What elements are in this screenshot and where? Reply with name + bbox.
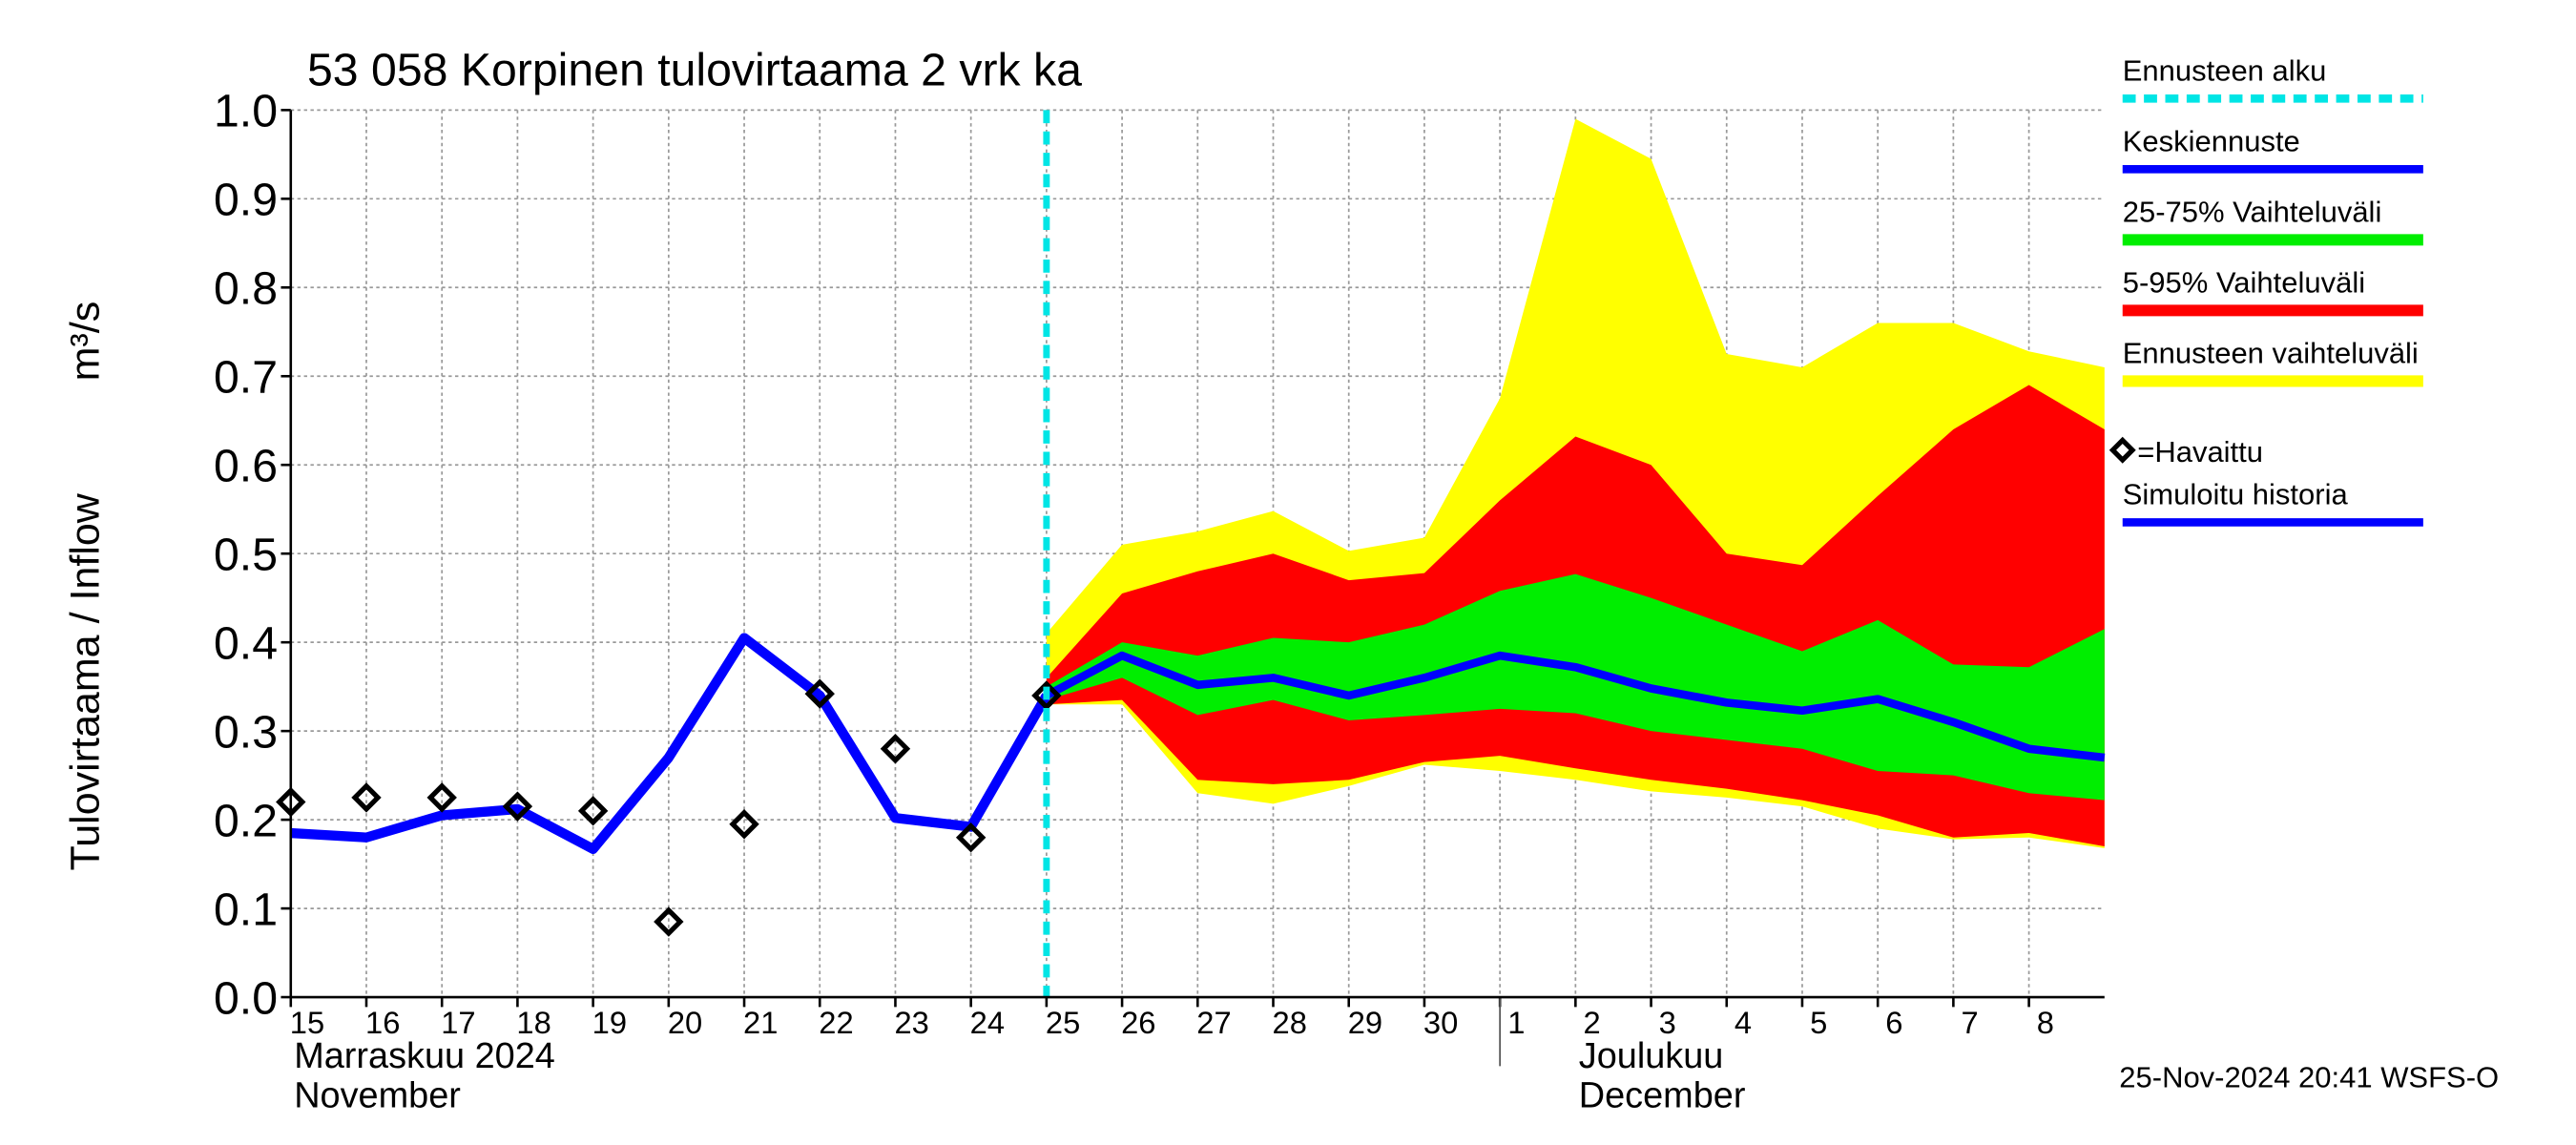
legend-label: Simuloitu historia	[2123, 478, 2349, 511]
x-tick-label: 8	[2037, 1005, 2054, 1040]
y-tick-label: 0.5	[214, 529, 278, 580]
x-tick-label: 7	[1962, 1005, 1979, 1040]
timestamp: 25-Nov-2024 20:41 WSFS-O	[2119, 1061, 2499, 1094]
x-tick-label: 5	[1810, 1005, 1827, 1040]
y-tick-label: 0.8	[214, 263, 278, 315]
observed-marker	[426, 782, 457, 813]
observed-marker	[804, 678, 835, 709]
y-tick-label: 0.0	[214, 972, 278, 1024]
observed-marker	[955, 822, 987, 853]
y-tick-label: 0.6	[214, 440, 278, 491]
observed-marker	[351, 782, 382, 813]
legend-label: Ennusteen alku	[2123, 53, 2327, 87]
y-tick-label: 1.0	[214, 86, 278, 137]
x-tick-label: 27	[1196, 1005, 1231, 1040]
month-label: Joulukuu	[1579, 1036, 1724, 1076]
y-tick-label: 0.7	[214, 351, 278, 403]
x-tick-label: 17	[441, 1005, 475, 1040]
month-label: December	[1579, 1075, 1746, 1115]
x-tick-label: 2	[1583, 1005, 1600, 1040]
observed-marker	[880, 734, 911, 764]
observed-marker	[654, 906, 684, 937]
y-tick-label: 0.1	[214, 884, 278, 935]
x-tick-label: 23	[894, 1005, 928, 1040]
legend-label: 25-75% Vaihteluväli	[2123, 195, 2382, 228]
y-tick-label: 0.3	[214, 706, 278, 758]
y-tick-label: 0.2	[214, 795, 278, 846]
x-tick-label: 21	[743, 1005, 778, 1040]
x-tick-label: 4	[1735, 1005, 1752, 1040]
line	[1044, 651, 2106, 762]
legend-marker	[2109, 436, 2136, 464]
legend-label: 5-95% Vaihteluväli	[2123, 265, 2365, 299]
observed-marker	[729, 809, 759, 840]
x-tick-label: 28	[1273, 1005, 1307, 1040]
x-tick-label: 30	[1423, 1005, 1458, 1040]
x-tick-label: 19	[592, 1005, 627, 1040]
legend-label: Keskiennuste	[2123, 124, 2300, 157]
line	[290, 633, 1051, 854]
chart-title: 53 058 Korpinen tulovirtaama 2 vrk ka	[307, 45, 1082, 96]
legend-label: Ennusteen vaihteluväli	[2123, 336, 2419, 369]
observed-marker	[1031, 680, 1062, 711]
x-tick-label: 22	[819, 1005, 853, 1040]
legend-label: =Havaittu	[2137, 435, 2263, 468]
y-tick-label: 0.9	[214, 175, 278, 226]
x-tick-label: 29	[1348, 1005, 1382, 1040]
month-label: November	[294, 1075, 461, 1115]
x-tick-label: 6	[1885, 1005, 1902, 1040]
x-tick-label: 3	[1659, 1005, 1676, 1040]
x-tick-label: 24	[970, 1005, 1005, 1040]
forecast-band	[1046, 573, 2105, 801]
x-tick-label: 15	[290, 1005, 324, 1040]
x-tick-label: 25	[1046, 1005, 1080, 1040]
observed-marker	[502, 791, 533, 822]
observed-marker	[577, 796, 609, 826]
y-axis-unit: m³/s	[62, 302, 108, 382]
y-axis-label: Tulovirtaama / Inflow	[62, 492, 108, 870]
y-tick-label: 0.4	[214, 617, 278, 669]
x-tick-label: 16	[365, 1005, 400, 1040]
month-label: Marraskuu 2024	[294, 1036, 555, 1076]
x-tick-label: 26	[1121, 1005, 1155, 1040]
x-tick-label: 18	[516, 1005, 551, 1040]
x-tick-label: 20	[668, 1005, 702, 1040]
x-tick-label: 1	[1507, 1005, 1525, 1040]
